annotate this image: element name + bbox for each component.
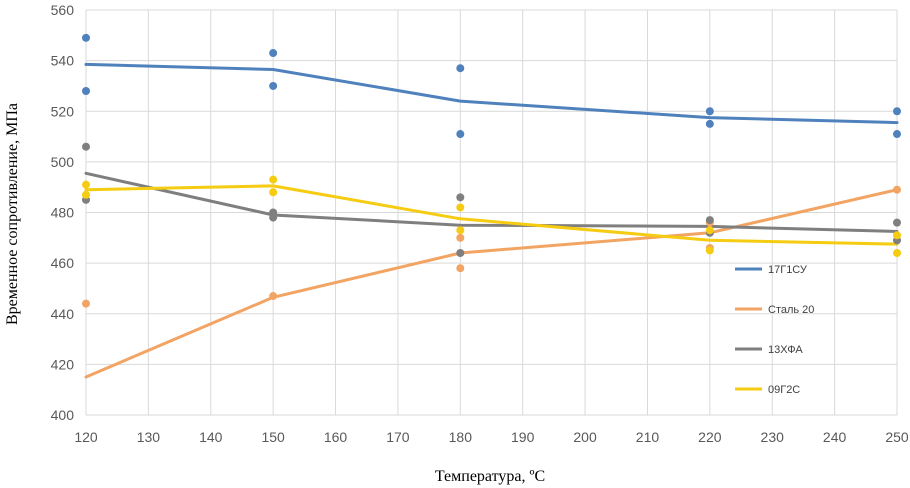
y-axis-ticks: 400 420 440 460 480 500 520 540 560 (51, 2, 75, 423)
y-tick-label: 520 (51, 103, 75, 119)
series-line (84, 184, 899, 246)
x-tick-label: 210 (636, 429, 660, 445)
y-axis-title: Временное сопротивление, МПа (4, 103, 21, 325)
data-point (456, 203, 465, 212)
x-tick-label: 130 (137, 429, 161, 445)
data-point (82, 299, 90, 308)
y-tick-label: 460 (51, 255, 75, 271)
data-point (82, 142, 90, 151)
data-point (269, 188, 278, 197)
x-tick-label: 230 (761, 429, 785, 445)
data-point (456, 249, 465, 257)
data-point (705, 119, 714, 128)
x-axis-title: Температура, ºC (435, 468, 545, 485)
data-point (456, 130, 465, 139)
data-point (705, 216, 714, 225)
legend-label: 13ХФА (768, 344, 803, 356)
y-tick-label: 400 (51, 407, 75, 423)
x-tick-label: 150 (261, 429, 285, 445)
data-point (269, 81, 278, 90)
data-point (456, 264, 465, 273)
x-tick-label: 170 (386, 429, 410, 445)
x-tick-label: 200 (573, 429, 597, 445)
legend-label: 09Г2С (768, 384, 800, 396)
x-tick-label: 140 (199, 429, 223, 445)
data-point (82, 87, 90, 95)
series-line (84, 171, 899, 233)
x-axis-ticks: 120 130 140 150 160 170 180 190 200 210 220 230 240 2… (74, 429, 909, 445)
data-point (893, 249, 901, 257)
data-point (705, 107, 714, 116)
y-tick-label: 560 (51, 2, 75, 18)
series-points (82, 33, 901, 308)
data-point (456, 233, 465, 242)
x-tick-label: 180 (449, 429, 473, 445)
x-tick-label: 220 (698, 429, 722, 445)
x-tick-label: 190 (511, 429, 535, 445)
x-tick-label: 160 (324, 429, 348, 445)
legend-label: Сталь 20 (768, 304, 814, 316)
data-point (893, 107, 901, 116)
legend-label: 17Г1СУ (768, 264, 808, 276)
x-tick-label: 240 (823, 429, 847, 445)
x-tick-label: 120 (74, 429, 98, 445)
data-point (893, 231, 901, 240)
y-tick-label: 500 (51, 154, 75, 170)
data-point (82, 180, 90, 189)
y-tick-label: 480 (51, 205, 75, 221)
data-point (456, 226, 465, 235)
data-point (456, 193, 465, 202)
y-tick-label: 540 (51, 53, 75, 69)
data-point (269, 175, 278, 184)
y-tick-label: 440 (51, 306, 75, 322)
data-point (269, 213, 278, 222)
data-point (705, 226, 714, 235)
data-point (82, 190, 90, 199)
data-point (269, 292, 278, 301)
legend: 17Г1СУ Сталь 20 13ХФА 09Г2С (735, 264, 814, 396)
data-point (705, 246, 714, 255)
series-line (84, 62, 899, 125)
y-tick-label: 420 (51, 356, 75, 372)
data-point (893, 130, 901, 139)
data-point (893, 218, 901, 227)
data-point (82, 33, 90, 42)
data-point (893, 185, 901, 194)
data-point (456, 64, 465, 73)
x-tick-label: 250 (885, 429, 909, 445)
data-point (269, 49, 278, 58)
